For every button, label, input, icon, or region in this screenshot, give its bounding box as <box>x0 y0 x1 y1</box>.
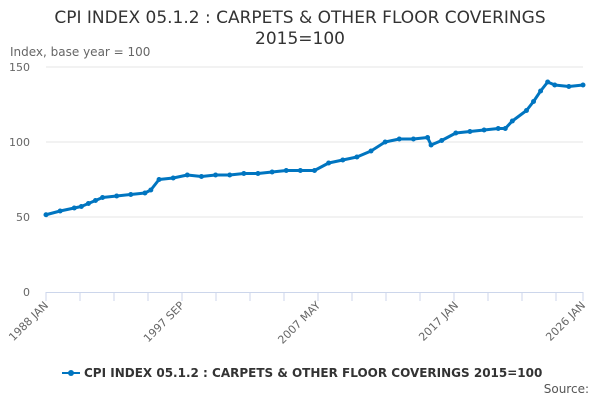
data-point <box>354 154 360 160</box>
data-point <box>297 168 303 173</box>
source-label: Source: <box>543 382 589 396</box>
x-tick-label: 2026 JAN <box>543 299 588 344</box>
data-point <box>396 136 402 142</box>
series-line <box>45 80 584 217</box>
data-point <box>78 204 84 209</box>
legend-item[interactable]: CPI INDEX 05.1.2 : CARPETS & OTHER FLOOR… <box>62 366 542 380</box>
data-point <box>227 172 233 178</box>
legend-label: CPI INDEX 05.1.2 : CARPETS & OTHER FLOOR… <box>84 366 543 380</box>
data-point <box>382 139 388 145</box>
data-point <box>538 88 544 94</box>
data-point <box>326 160 332 166</box>
y-axis-label: Index, base year = 100 <box>10 45 151 59</box>
data-point <box>566 84 572 89</box>
data-point <box>156 177 162 182</box>
data-point <box>453 130 459 136</box>
data-point <box>114 193 120 199</box>
data-point <box>552 82 558 88</box>
data-point <box>57 208 63 214</box>
x-tick-label: 1997 SEP <box>141 299 187 345</box>
data-point <box>283 168 289 173</box>
data-point <box>148 187 154 193</box>
data-point <box>580 82 586 88</box>
data-point <box>142 190 148 196</box>
data-point <box>92 198 98 203</box>
x-tick-label: 1988 JAN <box>6 299 51 344</box>
data-point <box>439 138 445 143</box>
data-point <box>255 171 261 176</box>
y-tick-label: 100 <box>9 136 30 149</box>
data-point <box>43 212 49 218</box>
data-point <box>428 142 434 148</box>
chart-title-line2: 2015=100 <box>255 29 345 49</box>
data-point <box>340 157 346 163</box>
data-point <box>213 172 219 178</box>
x-tick-label: 2007 MAY <box>275 299 323 347</box>
data-point <box>198 174 204 179</box>
y-tick-label: 50 <box>16 211 30 224</box>
data-point <box>425 135 431 140</box>
data-point <box>170 175 176 181</box>
data-point <box>502 126 508 131</box>
y-tick-label: 150 <box>9 61 30 74</box>
data-point <box>368 148 374 154</box>
data-point <box>509 118 515 124</box>
data-point <box>100 195 106 200</box>
data-point <box>467 129 473 134</box>
legend-line-marker-icon <box>62 370 80 376</box>
data-point <box>410 136 416 142</box>
data-point <box>184 172 190 178</box>
data-point <box>495 126 501 131</box>
data-point <box>269 169 275 175</box>
chart-title-line1: CPI INDEX 05.1.2 : CARPETS & OTHER FLOOR… <box>54 8 546 28</box>
data-point <box>71 205 77 211</box>
x-tick-label: 2017 JAN <box>416 299 461 344</box>
data-point <box>545 79 551 85</box>
data-point <box>85 201 91 206</box>
data-point <box>128 192 134 197</box>
data-point <box>531 99 537 104</box>
data-point <box>312 168 317 173</box>
y-tick-label: 0 <box>23 286 30 299</box>
data-point <box>481 127 487 133</box>
data-point <box>523 108 529 113</box>
data-point <box>241 171 247 176</box>
